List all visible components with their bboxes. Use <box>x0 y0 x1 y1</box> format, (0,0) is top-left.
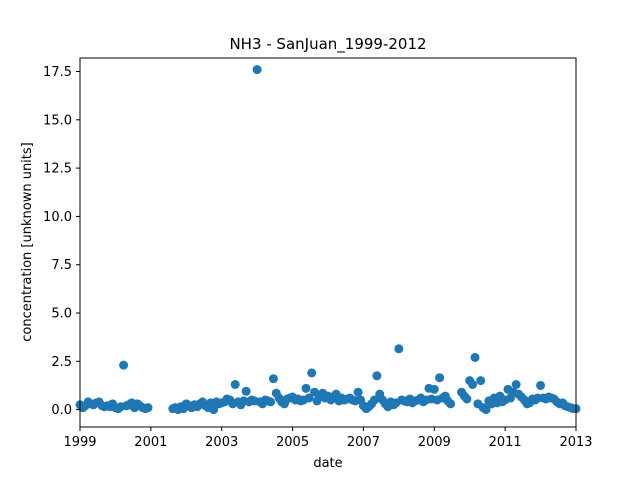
data-point <box>476 376 486 386</box>
data-point <box>470 352 480 362</box>
plot-frame <box>79 57 577 428</box>
data-point <box>252 65 262 75</box>
y-tick-label: 2.5 <box>51 355 72 370</box>
y-tick-label: 17.5 <box>43 65 72 80</box>
data-point <box>481 405 491 415</box>
data-points <box>75 65 581 415</box>
y-tick-label: 15.0 <box>43 113 72 128</box>
x-tick-label: 1999 <box>63 435 96 450</box>
data-point <box>353 387 363 397</box>
y-tick-label: 10.0 <box>43 210 72 225</box>
data-point <box>119 360 129 370</box>
x-tick-label: 2003 <box>205 435 238 450</box>
data-point <box>241 386 251 396</box>
x-tick-label: 2011 <box>489 435 522 450</box>
data-point <box>468 380 478 389</box>
data-point <box>143 403 153 413</box>
y-axis-ticks: 0.0 2.5 5.0 7.5 10.0 12.5 15.0 17.5 <box>43 65 80 418</box>
x-tick-label: 2005 <box>276 435 309 450</box>
x-tick-label: 2013 <box>559 435 592 450</box>
y-tick-label: 12.5 <box>43 162 72 177</box>
data-point <box>446 399 456 409</box>
data-point <box>372 371 382 381</box>
data-point <box>394 344 404 354</box>
x-tick-label: 2001 <box>134 435 167 450</box>
data-point <box>304 393 314 403</box>
y-axis-label: concentration [unknown units] <box>20 142 35 341</box>
x-tick-label: 2009 <box>418 435 451 450</box>
y-tick-label: 5.0 <box>51 307 72 322</box>
data-point <box>462 394 472 404</box>
data-point <box>268 374 278 384</box>
data-point <box>429 384 439 394</box>
data-point <box>435 373 445 383</box>
data-point <box>369 395 379 405</box>
data-point <box>230 380 240 389</box>
data-point <box>536 380 546 390</box>
y-tick-label: 0.0 <box>51 403 72 418</box>
y-tick-label: 7.5 <box>51 258 72 273</box>
x-axis-ticks: 1999 2001 2003 2005 2007 2009 2011 2013 <box>63 427 593 450</box>
chart-title: NH3 - SanJuan_1999-2012 <box>229 35 426 54</box>
x-axis-label: date <box>313 456 342 471</box>
x-tick-label: 2007 <box>347 435 380 450</box>
data-point <box>511 380 521 389</box>
data-point <box>209 405 219 415</box>
data-point <box>301 383 311 393</box>
data-point <box>266 397 276 407</box>
data-point <box>307 368 317 378</box>
